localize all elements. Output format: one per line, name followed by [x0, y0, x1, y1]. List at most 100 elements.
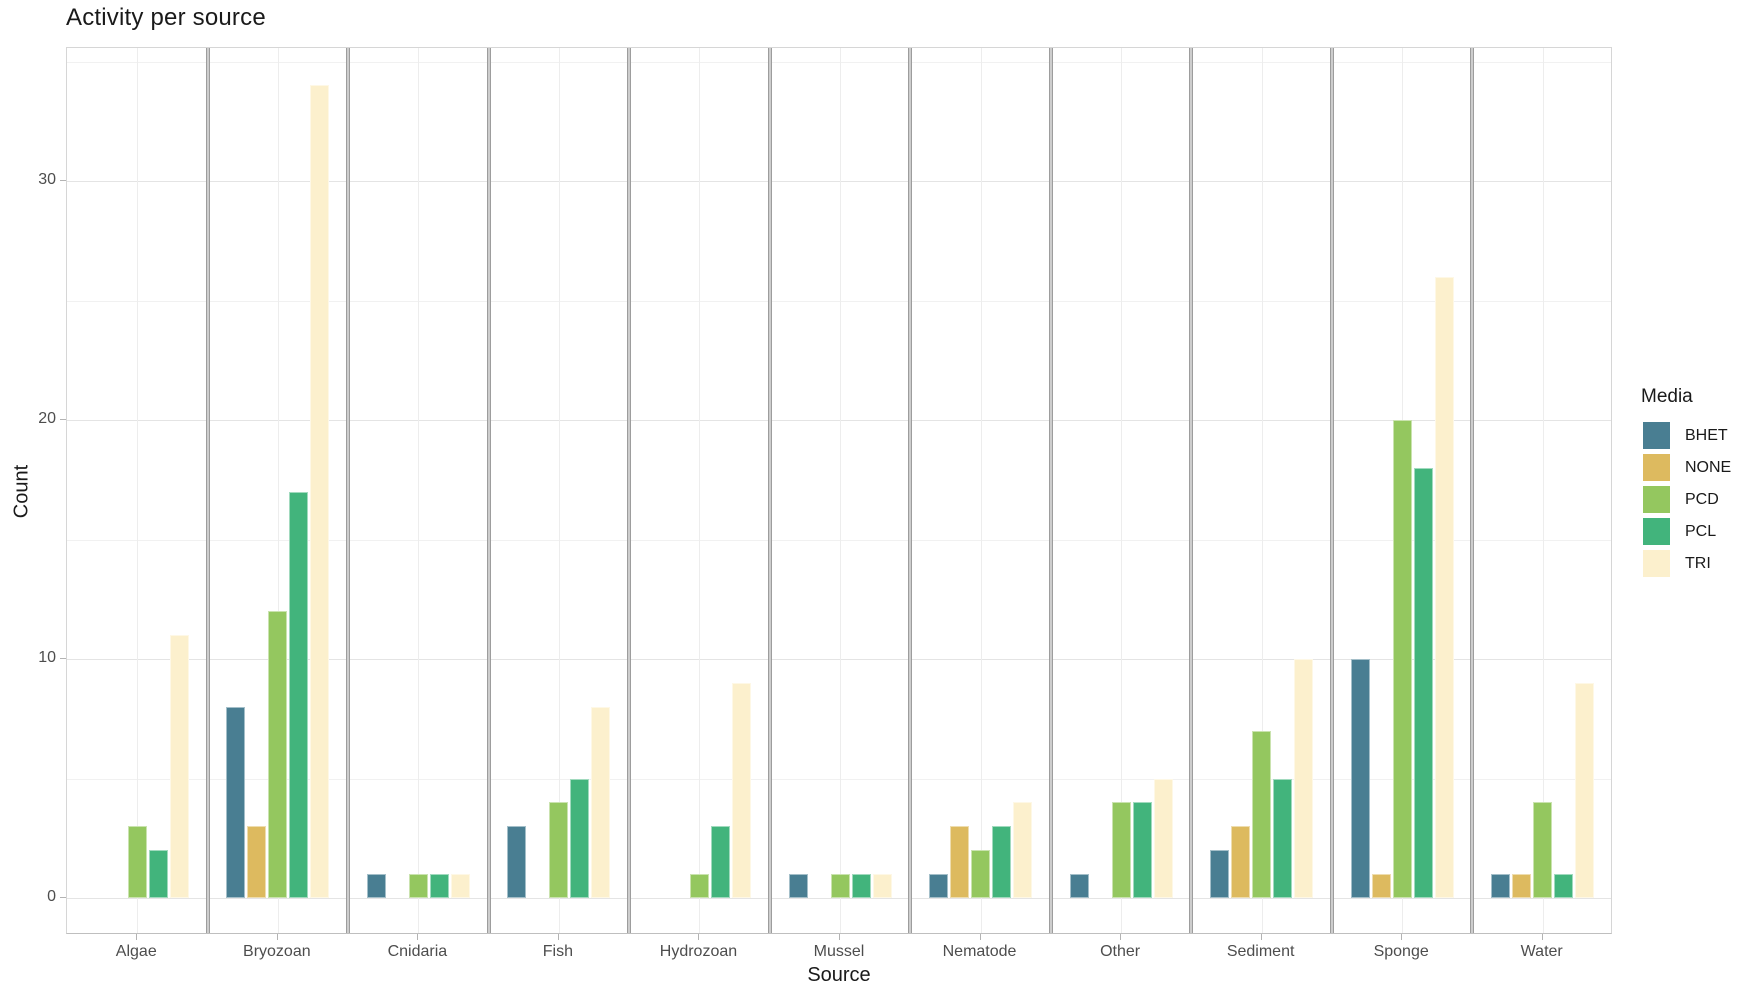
bar-pcl-sediment [1273, 778, 1293, 898]
legend-swatch-pcl [1643, 518, 1670, 545]
legend-item-pcd: PCD [1641, 486, 1719, 513]
bar-pcd-algae [127, 826, 147, 898]
bar-pcl-sponge [1413, 467, 1433, 898]
plot-panel [66, 47, 1612, 934]
bar-pcd-nematode [971, 850, 991, 898]
y-tick-mark [60, 180, 66, 181]
x-tick-mark [979, 934, 981, 940]
y-tick-label: 20 [38, 410, 56, 427]
legend-label: BHET [1685, 426, 1728, 444]
facet-divider [1470, 48, 1475, 933]
gridline-major [67, 181, 1611, 182]
legend-item-tri: TRI [1641, 550, 1711, 577]
y-tick-label: 0 [47, 888, 56, 905]
bar-tri-hydrozoan [731, 682, 751, 898]
gridline-facet-center [1542, 48, 1544, 933]
bar-tri-nematode [1013, 802, 1033, 898]
bar-pcd-water [1533, 802, 1553, 898]
x-tick-label-cnidaria: Cnidaria [387, 943, 448, 960]
bar-pcd-cnidaria [408, 874, 428, 898]
bar-bhet-nematode [929, 874, 949, 898]
legend-swatch-tri [1643, 550, 1670, 577]
legend-item-none: NONE [1641, 454, 1731, 481]
gridline-minor [67, 778, 1611, 780]
y-tick-label: 30 [38, 171, 56, 188]
legend-title: Media [1641, 386, 1693, 407]
bar-none-water [1512, 874, 1532, 898]
y-tick-mark [60, 419, 66, 420]
gridline-minor [67, 539, 1611, 541]
x-tick-label-sponge: Sponge [1373, 943, 1429, 960]
bar-pcd-fish [549, 802, 569, 898]
bar-none-sediment [1231, 826, 1251, 898]
facet-divider [1048, 48, 1053, 933]
facet-divider [627, 48, 632, 933]
x-tick-mark [1401, 934, 1403, 940]
bar-pcl-water [1554, 874, 1574, 898]
y-tick-label: 10 [38, 649, 56, 666]
y-tick-mark [60, 658, 66, 659]
x-tick-mark [557, 934, 559, 940]
bar-pcd-bryozoan [268, 611, 288, 898]
legend-items: BHET NONE PCD PCL TRI [1641, 422, 1731, 577]
facet-divider [205, 48, 210, 933]
x-tick-label-hydrozoan: Hydrozoan [659, 943, 738, 960]
x-tick-label-sediment: Sediment [1226, 943, 1295, 960]
x-tick-mark [1120, 934, 1122, 940]
x-tick-mark [839, 934, 840, 940]
y-axis-title: Count [10, 464, 33, 519]
bar-bhet-mussel [788, 874, 808, 898]
bar-bhet-water [1491, 874, 1511, 898]
bar-pcl-other [1132, 802, 1152, 898]
bar-bhet-fish [507, 826, 527, 898]
x-tick-mark [276, 934, 278, 940]
legend-item-pcl: PCL [1641, 518, 1716, 545]
bar-pcd-sediment [1252, 730, 1272, 898]
bar-tri-water [1575, 682, 1595, 898]
bar-pcd-hydrozoan [689, 874, 709, 898]
bar-tri-bryozoan [310, 85, 330, 898]
gridline-major [67, 659, 1611, 660]
bar-none-sponge [1371, 874, 1391, 898]
gridline-major [67, 898, 1611, 899]
bar-pcl-mussel [851, 874, 871, 898]
legend-item-bhet: BHET [1641, 422, 1728, 449]
bar-bhet-sediment [1210, 850, 1230, 898]
x-tick-label-fish: Fish [542, 943, 574, 960]
legend-swatch-bhet [1643, 422, 1670, 449]
bar-pcl-hydrozoan [710, 826, 730, 898]
bar-pcl-algae [148, 850, 168, 898]
legend-label: PCD [1685, 490, 1719, 508]
chart-title: Activity per source [66, 4, 266, 31]
bar-tri-cnidaria [450, 874, 470, 898]
gridline-facet-center [558, 48, 560, 933]
facet-divider [908, 48, 913, 933]
legend-swatch-none [1643, 454, 1670, 481]
facet-divider [767, 48, 772, 933]
gridline-major [67, 420, 1611, 421]
gridline-minor [67, 300, 1611, 302]
bar-bhet-bryozoan [226, 706, 246, 898]
bar-pcd-other [1111, 802, 1131, 898]
bar-pcd-mussel [830, 874, 850, 898]
bar-pcl-cnidaria [429, 874, 449, 898]
bar-tri-fish [591, 706, 611, 898]
bar-pcl-nematode [992, 826, 1012, 898]
bar-none-nematode [950, 826, 970, 898]
x-axis-title: Source [807, 964, 871, 986]
x-tick-mark [1541, 934, 1543, 940]
bar-pcl-fish [570, 778, 590, 898]
facet-divider [1189, 48, 1194, 933]
bar-tri-sponge [1434, 276, 1454, 898]
facet-divider [486, 48, 491, 933]
gridline-facet-center [277, 48, 279, 933]
gridline-facet-center [137, 48, 139, 933]
x-tick-label-mussel: Mussel [813, 943, 865, 960]
y-tick-mark [60, 897, 66, 898]
bar-tri-algae [169, 635, 189, 898]
legend-label: TRI [1685, 554, 1711, 572]
bar-none-bryozoan [247, 826, 267, 898]
bar-tri-sediment [1294, 659, 1314, 898]
bar-bhet-sponge [1350, 659, 1370, 898]
